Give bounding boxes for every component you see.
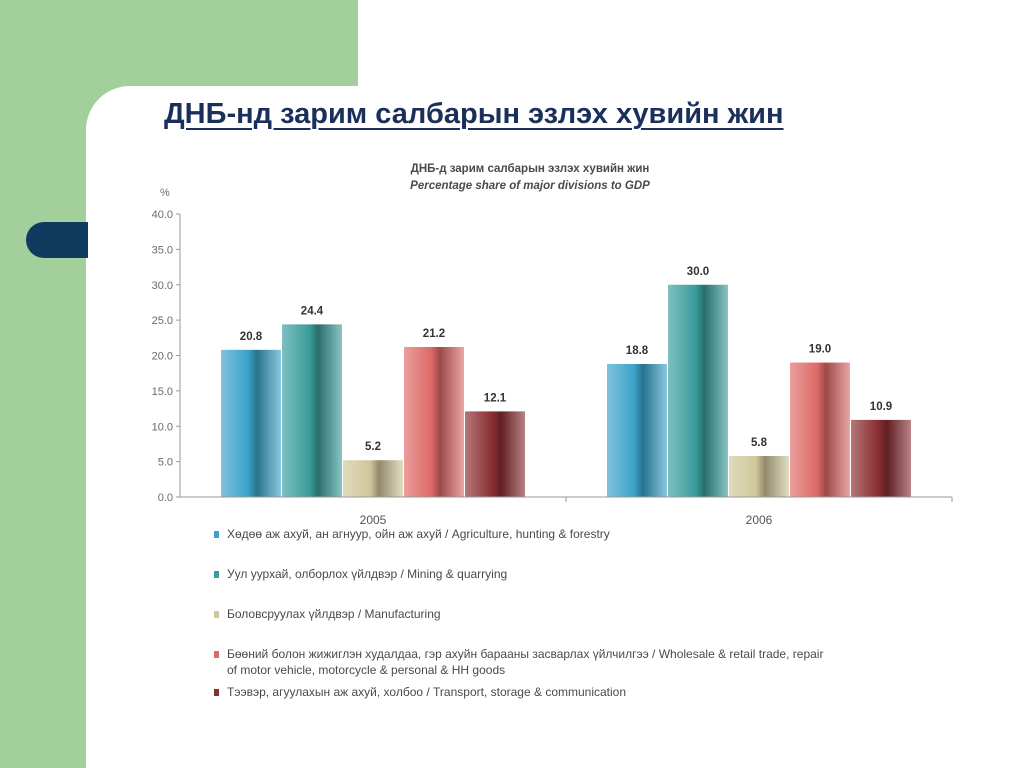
data-label: 30.0	[687, 266, 709, 278]
data-label: 5.2	[365, 441, 381, 453]
y-tick-label: 5.0	[158, 457, 173, 469]
bar-2006-series-1	[607, 363, 667, 497]
slide-title: ДНБ-нд зарим салбарын эзлэх хувийн жин	[164, 98, 784, 130]
legend-swatch	[214, 531, 219, 538]
bar-2006-series-4	[790, 362, 850, 497]
legend-swatch	[214, 689, 219, 696]
chart-container: ДНБ-д зарим салбарын эзлэх хувийн жин Pe…	[130, 150, 970, 720]
navy-tab-accent	[26, 222, 88, 258]
x-tick-label: 2005	[360, 513, 387, 527]
legend-label: Хөдөө аж ахуй, ан агнуур, ойн аж ахуй / …	[227, 527, 610, 541]
bar-2005-series-4	[404, 347, 464, 497]
data-label: 10.9	[870, 401, 892, 413]
legend-label: Боловсруулах үйлдвэр / Manufacturing	[227, 607, 441, 621]
legend-swatch	[214, 651, 219, 658]
data-label: 24.4	[301, 305, 324, 317]
data-label: 18.8	[626, 345, 649, 357]
data-label: 12.1	[484, 392, 507, 404]
y-tick-label: 25.0	[152, 315, 173, 327]
y-tick-label: 30.0	[152, 280, 173, 292]
chart-title: ДНБ-д зарим салбарын эзлэх хувийн жин	[411, 163, 650, 175]
bar-chart: ДНБ-д зарим салбарын эзлэх хувийн жин Pe…	[152, 163, 953, 699]
bar-2005-series-1	[221, 349, 281, 497]
y-tick-label: 0.0	[158, 492, 173, 504]
bar-2006-series-5	[851, 419, 911, 497]
bar-2006-series-3	[729, 455, 789, 497]
bar-2005-series-5	[465, 411, 525, 497]
data-label: 5.8	[751, 437, 768, 449]
legend-swatch	[214, 611, 219, 618]
y-tick-label: 10.0	[152, 421, 173, 433]
data-label: 21.2	[423, 328, 445, 340]
y-tick-label: 20.0	[152, 351, 173, 363]
y-tick-label: 35.0	[152, 244, 173, 256]
bar-2005-series-3	[343, 460, 403, 497]
legend-swatch	[214, 571, 219, 578]
y-tick-label: 15.0	[152, 386, 173, 398]
x-tick-label: 2006	[746, 513, 773, 527]
legend-label: Уул уурхай, олборлох үйлдвэр / Mining & …	[227, 567, 507, 581]
legend-label: Тээвэр, агуулахын аж ахуй, холбоо / Tran…	[227, 685, 626, 699]
bar-2006-series-2	[668, 284, 728, 497]
y-tick-label: 40.0	[152, 209, 173, 221]
legend-label: of motor vehicle, motorcycle & personal …	[227, 663, 505, 677]
chart-subtitle: Percentage share of major divisions to G…	[410, 180, 650, 192]
legend-label: Бөөний болон жижиглэн худалдаа, гэр ахуй…	[227, 647, 823, 661]
data-label: 20.8	[240, 331, 263, 343]
data-label: 19.0	[809, 344, 831, 356]
bar-2005-series-2	[282, 324, 342, 497]
y-axis-unit-label: %	[160, 187, 170, 199]
